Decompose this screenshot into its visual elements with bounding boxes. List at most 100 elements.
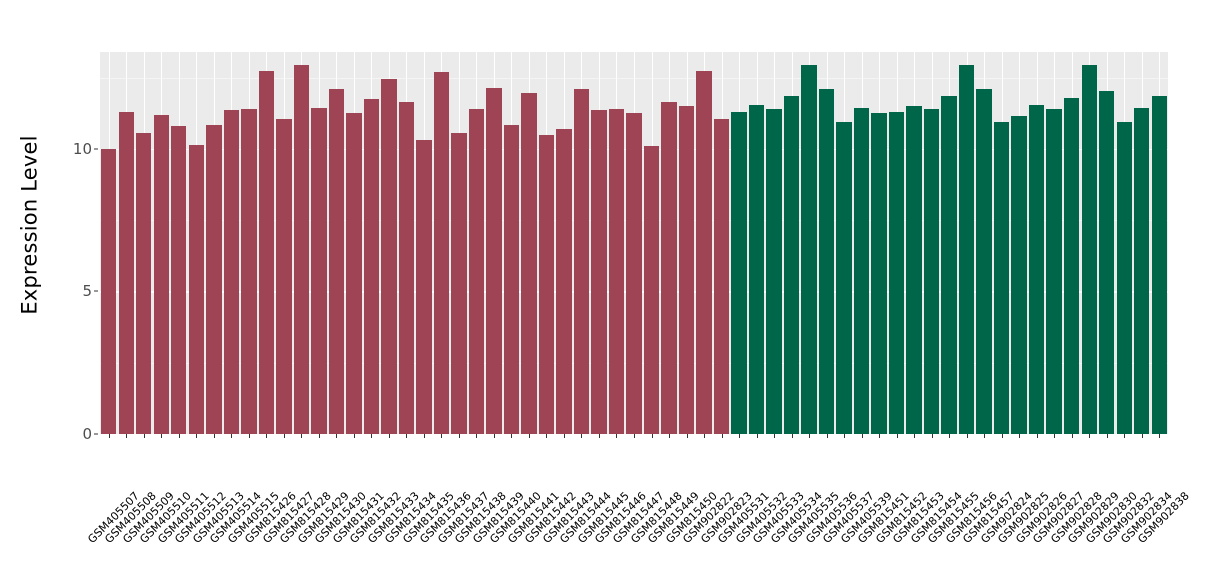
bar [591,110,607,434]
x-axis-tick-mark [721,434,723,438]
x-axis: GSM405507 GSM405508 GSM405509 GSM405510 GSM4… [85,434,1192,580]
bar [521,93,537,434]
x-axis-tick-mark [1054,434,1056,438]
x-axis-tick-mark [423,434,425,438]
y-axis-tick-mark [94,148,98,150]
bar [626,113,642,434]
x-axis-tick-mark [161,434,163,438]
x-axis-tick-mark [528,434,530,438]
x-axis-tick-mark [949,434,951,438]
x-axis-tick-mark [756,434,758,438]
bar [118,111,134,434]
x-axis-tick-mark [914,434,916,438]
bar [468,109,485,434]
y-axis-title: Expression Level [0,0,60,450]
x-axis-tick-mark [774,434,776,438]
x-axis-tick-mark [896,434,898,438]
bar [328,89,345,434]
bar [731,111,747,434]
bar [293,64,310,434]
x-axis-tick-mark [634,434,635,438]
bar [976,89,992,434]
x-axis-tick-mark [704,434,706,438]
x-axis-tick-mark [1159,434,1161,438]
bar [958,64,975,434]
x-axis-tick-mark [861,434,863,438]
x-axis-tick-mark [178,434,180,438]
y-axis-title-text: Expression Level [18,135,42,315]
bar [258,70,275,434]
bar [836,121,852,434]
plot-panel [100,52,1168,434]
x-axis-tick-mark [563,434,565,438]
x-axis-tick-mark [283,434,285,438]
bar [1099,90,1115,434]
bar [923,109,940,434]
x-axis-tick-mark [318,434,320,438]
bar [1064,97,1080,434]
x-axis-tick-mark [336,434,338,438]
x-axis-tick-mark [301,434,303,438]
x-axis-tick-mark [1001,434,1003,438]
x-axis-tick-mark [213,434,215,438]
x-axis-tick-mark [1036,434,1038,438]
bar [241,109,257,434]
y-axis-tick-label: 5 [82,282,92,301]
bar [1116,121,1132,434]
bar [416,140,432,434]
bar [678,106,695,434]
x-axis-tick-mark [966,434,968,438]
bar [503,124,520,434]
bar [941,96,957,434]
bar [643,146,660,434]
x-axis-tick-mark [669,434,671,438]
x-axis-tick-mark [126,434,128,438]
bar [486,87,502,434]
bar [1028,104,1045,434]
bar [223,110,239,434]
bar [1081,64,1097,434]
bar [871,113,887,434]
bar [398,101,415,434]
bar [993,121,1010,434]
x-axis-tick-mark [1071,434,1073,438]
bar [556,128,572,434]
bar [153,114,169,434]
bar [136,133,152,434]
x-axis-tick-mark [406,434,408,438]
bar [1011,116,1027,434]
x-axis-tick-mark [493,434,495,438]
x-axis-tick-mark [739,434,741,438]
bar [1046,109,1062,434]
x-axis-tick-mark [231,434,233,438]
bar [276,119,292,434]
x-axis-tick-mark [686,434,688,438]
x-axis-tick-mark [1019,434,1021,438]
bar [661,101,677,434]
y-axis-tick-mark [94,290,98,292]
bar [818,89,835,434]
x-axis-tick-mark [388,434,390,438]
x-axis-tick-mark [371,434,373,438]
y-axis-tick-label: 0 [82,425,92,443]
bar [748,104,765,434]
bar [101,148,117,434]
bar [381,79,397,434]
x-axis-tick-mark [196,434,198,438]
bar [766,109,782,434]
bar [888,111,905,434]
bar [188,144,204,434]
bar [853,107,870,434]
bar [206,124,222,434]
bar-series-container [100,52,1168,434]
bar [433,71,450,434]
x-axis-tick-mark [651,434,653,438]
x-axis-tick-mark [458,434,460,438]
bar [1151,96,1167,434]
x-axis-tick-mark [143,434,145,438]
bar [713,119,730,434]
x-axis-tick-mark [1141,434,1143,438]
x-axis-tick-mark [931,434,933,438]
x-axis-tick-mark [476,434,478,438]
